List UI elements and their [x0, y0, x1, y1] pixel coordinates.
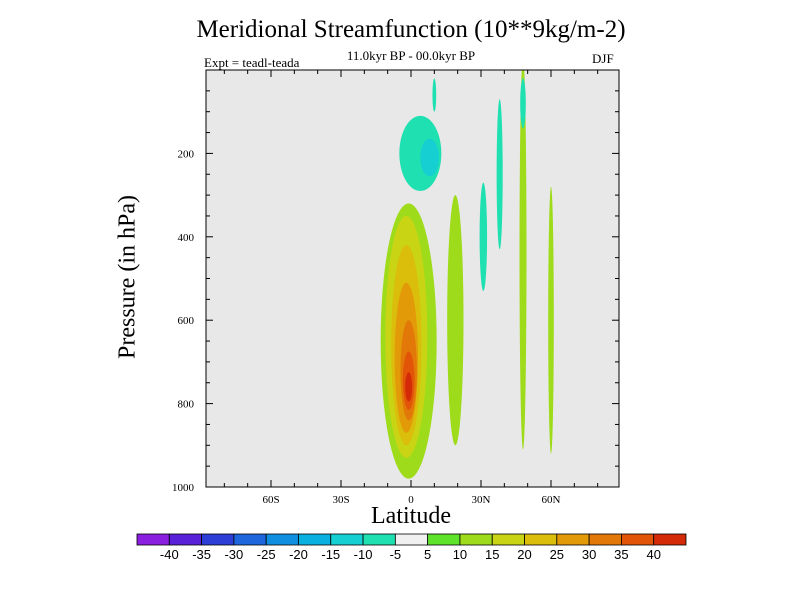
colorbar-label: 25 [550, 547, 564, 562]
colorbar-swatch [362, 533, 396, 546]
colorbar-swatch [459, 533, 493, 546]
x-axis-label: Latitude [371, 503, 451, 529]
colorbar-swatch [298, 533, 332, 546]
colorbar-swatch [136, 533, 170, 546]
contour-nh-positive-band-48n [519, 70, 527, 450]
colorbar-label: -10 [354, 547, 373, 562]
contour-upper-negative-core [420, 138, 439, 177]
colorbar-label: 20 [517, 547, 531, 562]
colorbar-swatch [265, 533, 299, 546]
contour-regions [380, 70, 554, 479]
colorbar-swatch [201, 533, 235, 546]
colorbar-label: -5 [390, 547, 402, 562]
colorbar-swatch [330, 533, 364, 546]
colorbar-label: 30 [582, 547, 596, 562]
colorbar: -40 -35 -30 -25 -20 -15 -10 -5 5 10 15 20 25 30 35 40 [136, 533, 687, 562]
colorbar-label: -30 [224, 547, 243, 562]
experiment-label: Expt = teadl-teada [204, 55, 300, 70]
chart-title: Meridional Streamfunction (10**9kg/m-2) [196, 16, 626, 43]
contour-positive-cell-40 [405, 372, 413, 402]
colorbar-swatch [653, 533, 687, 546]
x-tick-label: 30S [332, 494, 349, 506]
colorbar-swatch [427, 533, 461, 546]
chart-subtitle: 11.0kyr BP - 00.0kyr BP [346, 48, 476, 63]
x-tick-label: 60N [542, 494, 561, 506]
contour-nh-positive-band-60n [548, 186, 554, 454]
colorbar-label: 10 [453, 547, 467, 562]
colorbar-swatch [233, 533, 267, 546]
x-tick-label: 60S [262, 494, 279, 506]
colorbar-label: 5 [424, 547, 431, 562]
colorbar-label: -15 [321, 547, 340, 562]
colorbar-label: -40 [160, 547, 179, 562]
colorbar-swatch [524, 533, 558, 546]
contour-nh-positive-band-20n [447, 195, 464, 446]
y-tick-label: 1000 [172, 482, 195, 494]
colorbar-swatch [588, 533, 622, 546]
colorbar-label: -20 [289, 547, 308, 562]
contour-negative-band-31n [479, 182, 488, 292]
colorbar-swatch [394, 533, 429, 546]
colorbar-swatch [556, 533, 590, 546]
y-tick-label: 600 [178, 315, 195, 327]
colorbar-label: 35 [614, 547, 628, 562]
season-label: DJF [592, 51, 614, 66]
x-tick-label: 0 [408, 494, 414, 506]
x-tick-label: 30N [472, 494, 491, 506]
colorbar-swatch [491, 533, 525, 546]
y-tick-label: 800 [178, 399, 195, 411]
axis-ticks: 60S 30S 0 30N 60N 200 400 600 800 1000 [172, 70, 619, 506]
contour-negative-streak-10n [432, 78, 437, 112]
contour-negative-band-48n-top [520, 78, 526, 129]
colorbar-label: 40 [646, 547, 660, 562]
colorbar-swatch [168, 533, 202, 546]
colorbar-label: 15 [485, 547, 499, 562]
y-tick-label: 400 [178, 232, 195, 244]
colorbar-label: -35 [192, 547, 211, 562]
y-tick-label: 200 [178, 148, 195, 160]
colorbar-label: -25 [257, 547, 276, 562]
contour-negative-band-38n [496, 99, 503, 250]
colorbar-swatch [621, 533, 655, 546]
